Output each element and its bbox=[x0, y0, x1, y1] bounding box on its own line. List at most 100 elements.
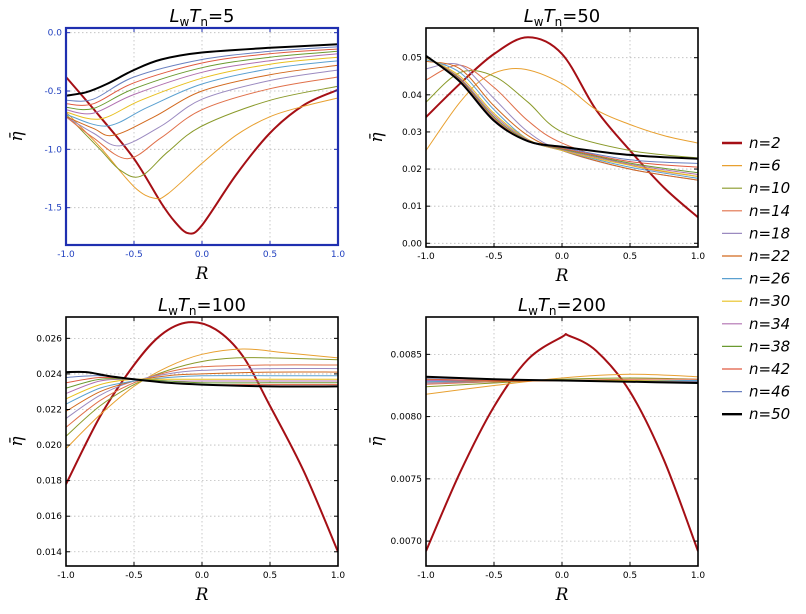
y-tick-label: 0.04 bbox=[402, 91, 422, 101]
legend-label: n=46 bbox=[749, 383, 790, 401]
series-line-n-30 bbox=[66, 56, 338, 120]
y-axis-label: η̄ bbox=[367, 132, 387, 143]
series-line-n-6 bbox=[66, 348, 338, 449]
y-tick-label: -0.5 bbox=[44, 87, 62, 97]
x-tick-label: 0.5 bbox=[623, 571, 637, 581]
y-tick-label: 0.0 bbox=[48, 29, 63, 39]
x-tick-label: 0.0 bbox=[195, 250, 210, 260]
series-line-n-26 bbox=[66, 375, 338, 405]
y-axis-label: η̄ bbox=[7, 436, 27, 447]
series-line-n-10 bbox=[66, 357, 338, 437]
legend-label: n=42 bbox=[749, 360, 790, 378]
y-tick-label: 0.016 bbox=[36, 512, 62, 522]
x-tick-label: -0.5 bbox=[485, 571, 503, 581]
legend-label: n=6 bbox=[749, 157, 781, 175]
x-tick-label: -1.0 bbox=[57, 250, 75, 260]
series-line-n-2 bbox=[66, 76, 338, 235]
legend-label: n=26 bbox=[749, 270, 790, 288]
series-line-n-30 bbox=[426, 57, 698, 177]
grid bbox=[426, 317, 698, 566]
legend-label: n=10 bbox=[749, 179, 790, 197]
series-line-n-38 bbox=[66, 50, 338, 111]
panel-1: -1.0 -0.5 0.0 0.5 1.0 -1.5 -1.0 -0.5 0.0 LwTn=5 Rη… bbox=[7, 6, 345, 284]
chart-title: LwTn=200 bbox=[518, 295, 606, 318]
series-line-n-22 bbox=[426, 60, 698, 181]
x-axis-label: R bbox=[555, 585, 569, 605]
series-line-n-42 bbox=[66, 48, 338, 106]
y-tick-label: 0.024 bbox=[36, 370, 62, 380]
series-line-n-22 bbox=[66, 371, 338, 412]
panel-3: -1.0 -0.5 0.0 0.5 1.0 0.014 0.016 0.018 0.020 0.0… bbox=[7, 295, 345, 605]
legend: n=2 n=6 n=10 n=14 n=18 n=22 n=26 n=30 n=34 n=38 n=… bbox=[722, 134, 790, 423]
y-tick-label: -1.5 bbox=[44, 204, 62, 214]
x-tick-label: -1.0 bbox=[57, 571, 75, 581]
chart-title: LwTn=100 bbox=[158, 295, 246, 318]
series-line-n-2 bbox=[426, 332, 698, 552]
y-tick-label: 0.02 bbox=[402, 165, 422, 175]
y-tick-label: -1.0 bbox=[44, 145, 62, 155]
x-tick-label: 0.5 bbox=[623, 252, 637, 262]
x-tick-label: 0.5 bbox=[263, 571, 277, 581]
series-line-n-34 bbox=[426, 56, 698, 176]
x-tick-label: -0.5 bbox=[125, 250, 143, 260]
series-line-n-14 bbox=[66, 76, 338, 160]
y-tick-label: 0.0075 bbox=[391, 475, 423, 485]
y-tick-label: 0.020 bbox=[36, 441, 62, 451]
x-tick-label: 1.0 bbox=[331, 250, 346, 260]
series-line-n-18 bbox=[66, 367, 338, 419]
legend-label: n=34 bbox=[749, 315, 790, 333]
series-group bbox=[426, 36, 698, 219]
legend-label: n=2 bbox=[749, 134, 781, 152]
grid bbox=[426, 28, 698, 247]
series-line-n-38 bbox=[66, 378, 338, 389]
series-line-n-46 bbox=[66, 46, 338, 102]
series-line-n-26 bbox=[66, 60, 338, 127]
x-tick-label: 1.0 bbox=[691, 571, 706, 581]
y-tick-label: 0.03 bbox=[402, 128, 422, 138]
series-line-n-50 bbox=[66, 370, 338, 388]
chart-title: LwTn=5 bbox=[169, 6, 234, 29]
series-line-n-34 bbox=[66, 53, 338, 115]
series-line-n-50 bbox=[426, 55, 698, 160]
x-tick-label: 1.0 bbox=[691, 252, 706, 262]
series-group bbox=[66, 321, 338, 553]
y-tick-label: 0.0080 bbox=[391, 413, 423, 423]
series-line-n-50 bbox=[66, 43, 338, 97]
panel-2: -1.0 -0.5 0.0 0.5 1.0 0.00 0.01 0.02 0.03 0.04 0.0… bbox=[367, 6, 705, 286]
x-tick-label: 0.0 bbox=[555, 252, 570, 262]
y-tick-label: 0.018 bbox=[36, 477, 62, 487]
legend-label: n=50 bbox=[749, 405, 790, 423]
x-tick-label: -1.0 bbox=[417, 571, 435, 581]
chart-title: LwTn=50 bbox=[524, 6, 600, 29]
series-line-n-50 bbox=[426, 375, 698, 384]
legend-label: n=38 bbox=[749, 337, 790, 355]
series-line-n-14 bbox=[66, 364, 338, 428]
y-axis-label: η̄ bbox=[7, 131, 27, 142]
series-line-n-6 bbox=[426, 68, 698, 151]
x-tick-label: -0.5 bbox=[485, 252, 503, 262]
series-group bbox=[66, 43, 338, 235]
y-tick-label: 0.05 bbox=[402, 54, 422, 64]
legend-label: n=14 bbox=[749, 202, 790, 220]
series-line-n-30 bbox=[66, 378, 338, 400]
x-tick-label: -0.5 bbox=[125, 571, 143, 581]
legend-label: n=18 bbox=[749, 224, 790, 242]
series-line-n-10 bbox=[426, 377, 698, 388]
y-tick-label: 0.0085 bbox=[391, 350, 423, 360]
y-tick-label: 0.014 bbox=[36, 548, 62, 558]
y-tick-label: 0.00 bbox=[402, 239, 422, 249]
series-line-n-22 bbox=[66, 64, 338, 137]
y-axis-label: η̄ bbox=[367, 436, 387, 447]
grid bbox=[66, 317, 338, 566]
series-line-n-6 bbox=[426, 373, 698, 395]
y-tick-label: 0.022 bbox=[36, 405, 62, 415]
x-tick-label: 0.0 bbox=[555, 571, 570, 581]
legend-label: n=22 bbox=[749, 247, 790, 265]
y-tick-label: 0.026 bbox=[36, 334, 62, 344]
series-line-n-18 bbox=[66, 69, 338, 147]
x-tick-label: -1.0 bbox=[417, 252, 435, 262]
x-axis-label: R bbox=[555, 266, 569, 286]
x-axis-label: R bbox=[195, 264, 209, 284]
